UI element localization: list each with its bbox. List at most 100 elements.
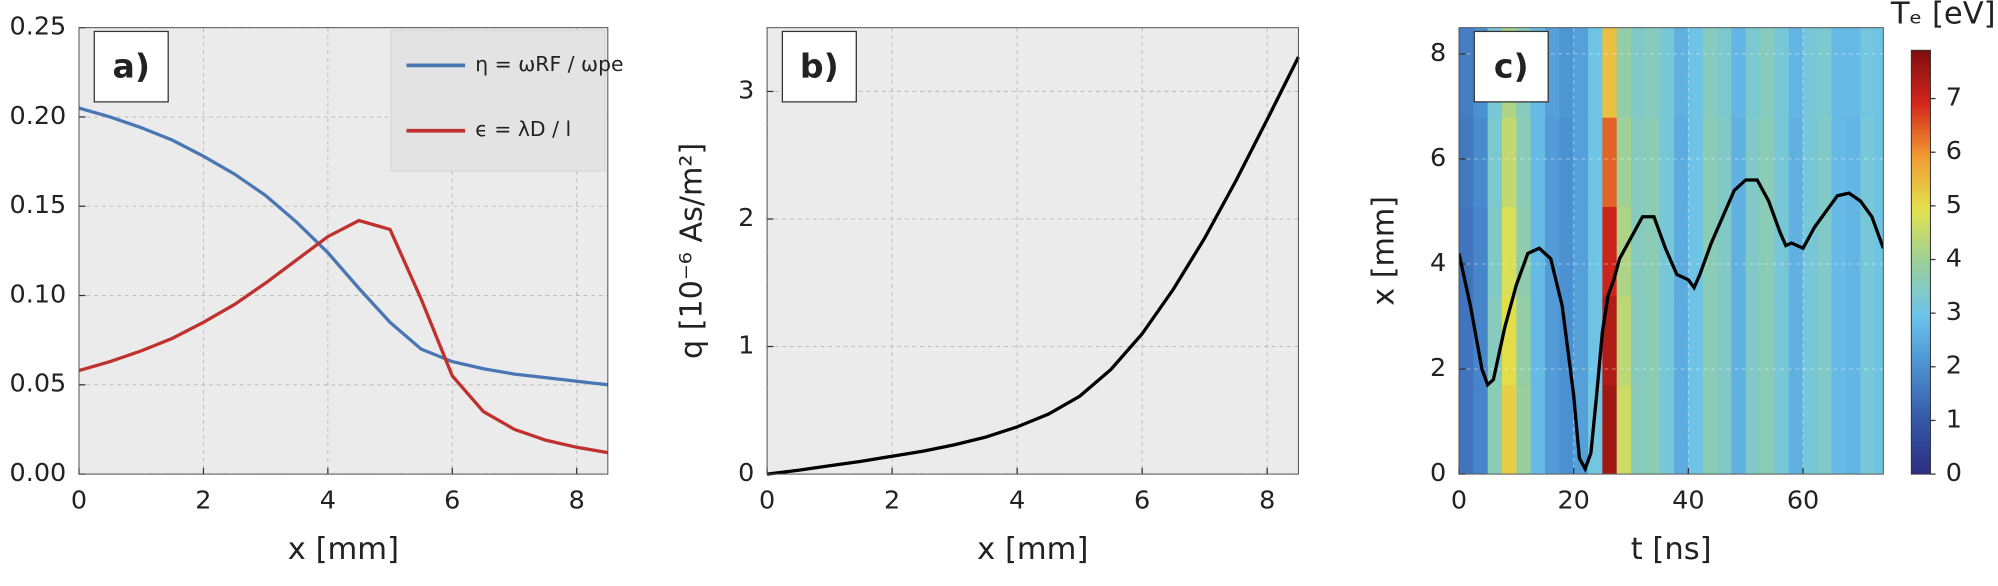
panel-label-box — [93, 30, 169, 103]
heatmap-cell — [1788, 27, 1804, 118]
heatmap-cell — [1874, 384, 1884, 475]
heatmap-cell — [1860, 116, 1876, 207]
heatmap-cell — [1774, 384, 1790, 475]
y-tick-label: 0.05 — [10, 369, 67, 398]
x-tick-label: 6 — [444, 486, 460, 515]
heatmap-cell — [1458, 384, 1475, 475]
colorbar-tick-label: 1 — [1946, 405, 1962, 434]
heatmap-cell — [1717, 295, 1733, 386]
heatmap-cell — [1487, 384, 1503, 475]
y-tick-label: 8 — [1430, 38, 1446, 67]
heatmap-cell — [1817, 27, 1833, 118]
heatmap-cell — [1559, 27, 1575, 118]
heatmap-cell — [1874, 116, 1884, 207]
heatmap-cell — [1717, 206, 1733, 297]
heatmap-cell — [1745, 384, 1761, 475]
heatmap-cell — [1616, 384, 1632, 475]
heatmap-cell — [1702, 116, 1718, 207]
x-tick-label: 8 — [569, 486, 585, 515]
heatmap-cell — [1674, 27, 1690, 118]
y-tick-label: 4 — [1430, 248, 1446, 277]
heatmap-cell — [1788, 116, 1804, 207]
heatmap-cell — [1588, 116, 1604, 207]
heatmap-cell — [1717, 116, 1733, 207]
y-tick-label: 0.10 — [10, 280, 67, 309]
x-tick-label: 0 — [1451, 486, 1467, 515]
heatmap-cell — [1559, 384, 1575, 475]
plot-frame — [766, 27, 1299, 475]
heatmap-cell — [1502, 116, 1518, 207]
heatmap-cell — [1831, 206, 1847, 297]
y-tick-label: 0.00 — [10, 458, 67, 487]
heatmap-cell — [1473, 384, 1489, 475]
heatmap-cell — [1458, 295, 1475, 386]
y-tick-label: 0.20 — [10, 101, 67, 130]
heatmap-cell — [1774, 27, 1790, 118]
heatmap-cell — [1674, 384, 1690, 475]
heatmap-cell — [1631, 384, 1647, 475]
x-tick-label: 20 — [1557, 486, 1589, 515]
x-tick-label: 2 — [884, 486, 900, 515]
heatmap-cell — [1674, 295, 1690, 386]
heatmap-cell — [1659, 116, 1675, 207]
heatmap-cell — [1788, 384, 1804, 475]
heatmap-cell — [1516, 116, 1532, 207]
panel-label: a) — [112, 47, 149, 86]
plot-frame — [1458, 27, 1884, 475]
panel-label: b) — [800, 47, 839, 86]
heatmap-cell — [1631, 116, 1647, 207]
heatmap-cell — [1674, 206, 1690, 297]
x-tick-label: 2 — [195, 486, 211, 515]
heatmap-cell — [1602, 384, 1618, 475]
heatmap-cell — [1530, 116, 1546, 207]
colorbar-tick-label: 7 — [1946, 83, 1962, 112]
heatmap-cell — [1745, 206, 1761, 297]
heatmap-cell — [1860, 206, 1876, 297]
heatmap-cell — [1602, 27, 1618, 118]
heatmap-cell — [1588, 27, 1604, 118]
y-tick-label: 2 — [738, 203, 754, 232]
heatmap-cell — [1731, 384, 1747, 475]
heatmap-cell — [1645, 27, 1661, 118]
y-tick-label: 3 — [738, 76, 754, 105]
heatmap-cell — [1745, 116, 1761, 207]
heatmap-cell — [1817, 116, 1833, 207]
heatmap-cell — [1659, 384, 1675, 475]
heatmap-cell — [1659, 27, 1675, 118]
legend-box — [390, 29, 606, 172]
heatmap-cell — [1817, 206, 1833, 297]
x-axis-label: x [mm] — [977, 532, 1088, 567]
heatmap-cell — [1530, 295, 1546, 386]
heatmap-cell — [1702, 206, 1718, 297]
y-tick-label: 0.15 — [10, 190, 67, 219]
heatmap-cell — [1717, 27, 1733, 118]
x-tick-label: 40 — [1672, 486, 1704, 515]
heatmap-cell — [1831, 116, 1847, 207]
heatmap-cell — [1803, 206, 1819, 297]
heatmap-cell — [1645, 206, 1661, 297]
heatmap-cell — [1831, 295, 1847, 386]
panel-label-box — [1473, 30, 1549, 103]
heatmap-cell — [1702, 27, 1718, 118]
colorbar-tick-label: 6 — [1946, 136, 1962, 165]
heatmap-cell — [1874, 295, 1884, 386]
y-tick-label: 1 — [738, 331, 754, 360]
x-axis-label: t [ns] — [1631, 532, 1712, 567]
line — [78, 218, 609, 455]
heatmap-cell — [1674, 116, 1690, 207]
colorbar — [1910, 49, 1931, 475]
panel-label: c) — [1494, 47, 1529, 86]
heatmap-cell — [1846, 295, 1862, 386]
heatmap-cell — [1631, 27, 1647, 118]
heatmap-cell — [1545, 295, 1561, 386]
heatmap-cell — [1760, 295, 1776, 386]
colorbar-tick-label: 0 — [1946, 458, 1962, 487]
heatmap-cell — [1788, 295, 1804, 386]
heatmap-cell — [1846, 116, 1862, 207]
heatmap-cell — [1831, 384, 1847, 475]
heatmap-cell — [1745, 295, 1761, 386]
y-tick-label: 2 — [1430, 353, 1446, 382]
heatmap-cell — [1502, 384, 1518, 475]
heatmap-cell — [1803, 116, 1819, 207]
